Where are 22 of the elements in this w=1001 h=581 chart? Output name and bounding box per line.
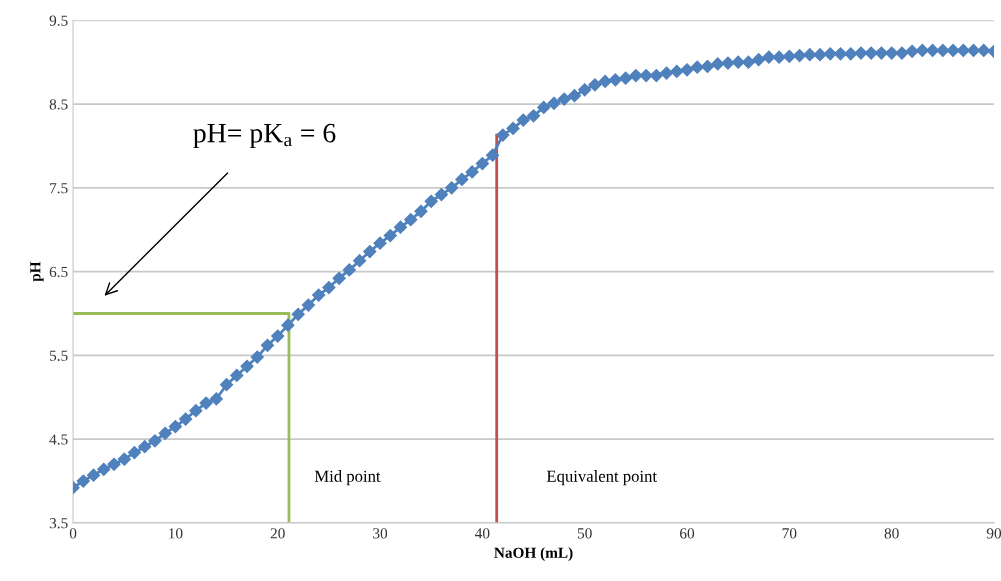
y-tick-label: 7.5 [50, 183, 68, 194]
annotation: Equivalent point [546, 470, 657, 486]
y-tick-label: 3.5 [49, 518, 68, 529]
x-tick-label: 40 [475, 528, 490, 539]
x-tick-label: 70 [782, 528, 797, 539]
y-tick-label: 4.5 [49, 434, 68, 445]
x-tick-label: 90 [986, 528, 1001, 539]
y-tick-label: 9.5 [49, 15, 68, 26]
y-tick-label: 5.5 [50, 350, 68, 361]
x-tick-label: 60 [680, 528, 695, 539]
annotation: Mid point [314, 470, 381, 486]
x-tick-label: 20 [270, 528, 285, 539]
y-tick-label: 6.5 [49, 266, 68, 278]
x-tick-label: 50 [577, 528, 592, 539]
x-tick-label: 0 [69, 528, 77, 539]
x-axis-title: NaOH (mL) [494, 547, 573, 562]
x-tick-label: 80 [884, 528, 899, 539]
x-tick-label: 30 [373, 528, 388, 539]
x-tick-label: 10 [169, 528, 183, 539]
y-axis-title: pH [30, 261, 44, 282]
y-tick-label: 8.5 [49, 99, 68, 110]
annotation: pH= pK$_{a}$ = 6 [193, 123, 336, 149]
